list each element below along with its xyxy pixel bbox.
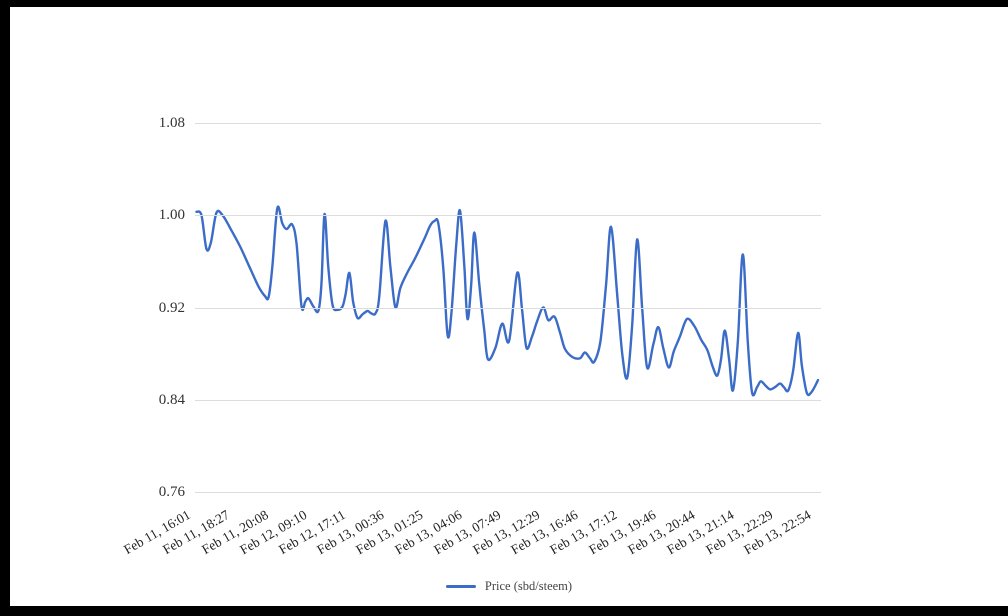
y-gridline — [195, 307, 821, 309]
legend: Price (sbd/steem) — [10, 579, 1008, 594]
price-line-chart — [195, 205, 820, 397]
y-axis-tick-label: 0.84 — [158, 391, 185, 408]
y-gridline — [195, 123, 821, 124]
price-line-series — [195, 205, 820, 397]
legend-series-label: Price (sbd/steem) — [484, 579, 573, 593]
legend-line-swatch — [445, 585, 476, 588]
chart-canvas: Price (sbd/steem) 1.08 1.00 0.92 0.84 0.76 Fe… — [10, 7, 1008, 606]
y-gridline — [195, 215, 821, 217]
y-axis-tick-label: 0.76 — [158, 484, 185, 500]
y-gridline — [195, 399, 821, 401]
y-axis-tick-label: 1.00 — [158, 207, 185, 224]
y-axis-tick-label: 0.92 — [158, 299, 185, 316]
y-gridline — [195, 492, 821, 493]
y-axis-tick-label: 1.08 — [158, 115, 185, 131]
